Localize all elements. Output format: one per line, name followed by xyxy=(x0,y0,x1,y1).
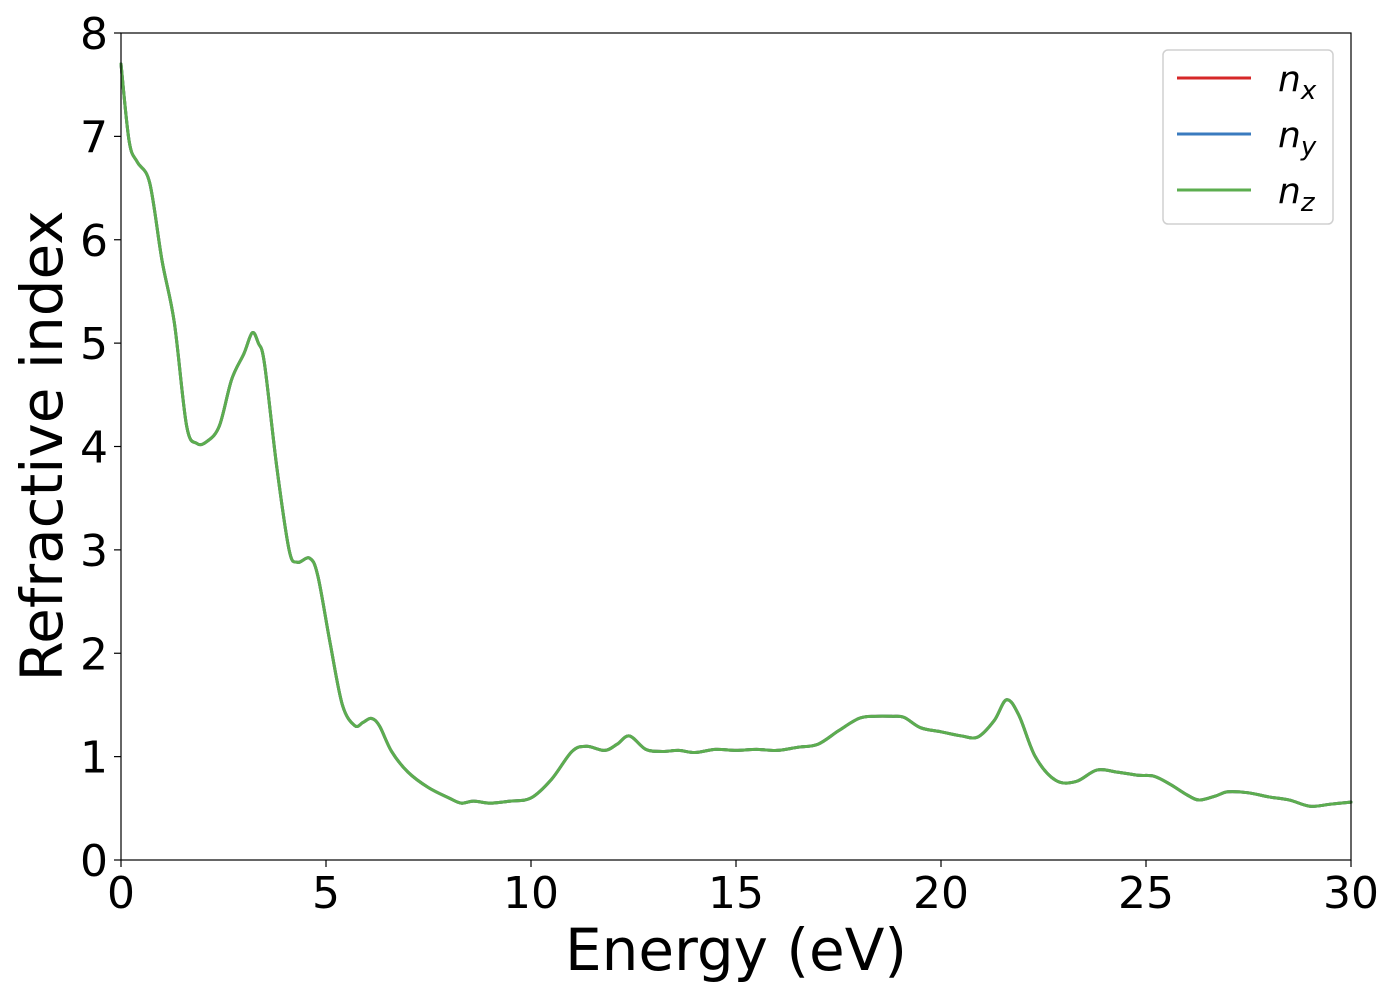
y-axis-label: Refractive index xyxy=(8,210,76,681)
legend-label-n-x: nx xyxy=(1278,59,1317,106)
x-tick-label: 10 xyxy=(503,868,559,919)
legend-label-n-z: nz xyxy=(1278,171,1316,218)
y-tick-label: 5 xyxy=(80,319,108,370)
y-tick-label: 6 xyxy=(80,216,108,267)
x-tick-label: 0 xyxy=(107,868,135,919)
x-tick-label: 5 xyxy=(312,868,340,919)
y-tick-label: 8 xyxy=(80,9,108,60)
y-tick-label: 7 xyxy=(80,112,108,163)
ticks-layer: 0 5 10 15 20 25 30 0 1 2 3 4 5 6 7 8 xyxy=(80,9,1379,919)
legend-entries: nx ny nz xyxy=(1177,59,1317,218)
x-tick-label: 15 xyxy=(708,868,764,919)
y-tick-label: 0 xyxy=(80,836,108,887)
x-tick-label: 30 xyxy=(1323,868,1379,919)
y-tick-label: 3 xyxy=(80,526,108,577)
series-line-n-z xyxy=(119,62,1353,808)
x-axis-label: Energy (eV) xyxy=(565,916,907,984)
legend-box xyxy=(1162,49,1334,225)
y-tick-label: 1 xyxy=(80,733,108,784)
series-layer xyxy=(119,62,1353,808)
legend: nx ny nz xyxy=(1162,49,1334,225)
y-tick-label: 2 xyxy=(80,629,108,680)
x-tick-label: 25 xyxy=(1118,868,1174,919)
x-tick-label: 20 xyxy=(913,868,969,919)
legend-label-n-y: ny xyxy=(1278,115,1317,162)
y-tick-label: 4 xyxy=(80,423,108,474)
